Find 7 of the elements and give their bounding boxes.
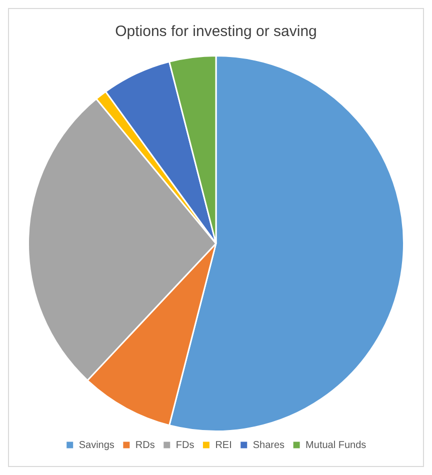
legend-label: REI <box>215 440 232 451</box>
legend-label: RDs <box>135 440 155 451</box>
legend-label: Mutual Funds <box>306 440 366 451</box>
legend-label: FDs <box>176 440 194 451</box>
legend-label: Shares <box>252 440 285 451</box>
chart-title: Options for investing or saving <box>115 23 317 40</box>
legend-label: Savings <box>78 440 114 451</box>
